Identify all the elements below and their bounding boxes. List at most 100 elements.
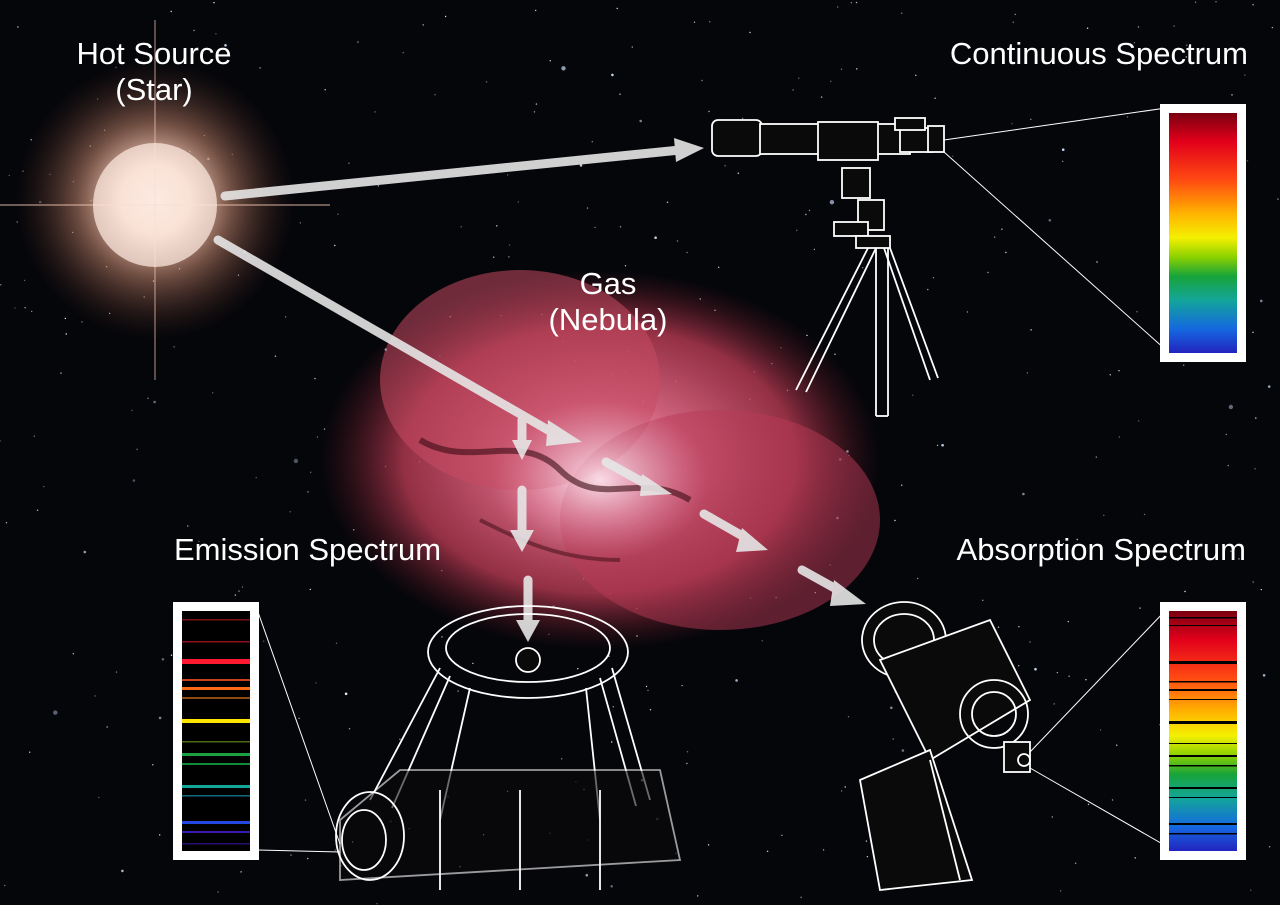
background-star [693, 21, 696, 23]
background-star [0, 440, 1, 442]
background-star [1030, 118, 1032, 121]
background-star [1001, 228, 1003, 230]
background-star [707, 844, 710, 846]
background-star [307, 491, 309, 493]
background-star [808, 209, 811, 212]
background-star [847, 716, 850, 718]
background-star [941, 443, 944, 447]
background-star [676, 240, 679, 242]
background-star [496, 225, 498, 227]
background-star [1252, 581, 1254, 583]
background-star [158, 716, 162, 720]
background-star [561, 758, 563, 760]
background-star [936, 444, 939, 447]
background-star [866, 856, 869, 858]
background-star [724, 165, 726, 167]
background-star [686, 251, 688, 254]
background-star [856, 68, 858, 70]
background-star [1136, 311, 1138, 313]
background-star [1134, 857, 1136, 859]
background-star [766, 850, 769, 852]
background-star [198, 540, 200, 543]
background-star [1074, 862, 1077, 864]
background-star [472, 662, 474, 665]
background-star [14, 307, 16, 309]
gas-label: Gas (Nebula) [500, 266, 716, 338]
background-star [1061, 148, 1065, 151]
background-star [43, 485, 45, 488]
background-star [1005, 251, 1007, 254]
background-star [577, 668, 579, 670]
background-star [813, 248, 816, 251]
background-star [315, 682, 317, 684]
background-star [1118, 436, 1121, 438]
background-star [735, 679, 738, 682]
background-star [611, 741, 613, 743]
background-star [686, 762, 688, 765]
background-star [1244, 74, 1246, 76]
background-star [131, 409, 133, 412]
background-star [708, 110, 710, 113]
star-icon [0, 20, 330, 380]
background-star [334, 244, 336, 247]
background-star [798, 77, 800, 79]
continuous-spectrum-panel [1160, 104, 1246, 362]
background-star [701, 79, 703, 82]
background-star [915, 74, 917, 77]
background-star [508, 244, 511, 246]
background-star [60, 372, 62, 374]
background-star [850, 2, 853, 4]
background-star [240, 871, 242, 873]
background-star [681, 684, 683, 687]
background-star [374, 111, 376, 113]
background-star [1011, 123, 1013, 125]
background-star [619, 93, 621, 95]
background-star [1109, 374, 1112, 376]
background-star [585, 873, 589, 877]
background-star [24, 307, 26, 309]
background-star [830, 80, 832, 83]
background-star [36, 509, 39, 511]
background-star [259, 67, 261, 69]
background-star [1252, 3, 1254, 6]
background-star [441, 636, 443, 638]
background-star [293, 458, 299, 464]
background-star [4, 884, 6, 887]
background-star [285, 316, 287, 318]
background-star [1260, 299, 1263, 303]
background-star [1111, 799, 1114, 801]
background-star [1215, 1, 1217, 3]
background-star [402, 52, 404, 54]
background-star [1177, 559, 1179, 562]
background-star [485, 81, 488, 83]
background-star [901, 749, 905, 752]
background-star [666, 201, 669, 203]
background-star [649, 709, 652, 711]
background-star [820, 96, 823, 98]
background-star [844, 786, 846, 788]
background-star [314, 377, 316, 380]
background-star [1225, 433, 1227, 436]
background-star [334, 849, 336, 851]
background-star [304, 799, 307, 801]
background-star [1018, 665, 1020, 667]
background-star [212, 392, 214, 394]
background-star [81, 321, 83, 323]
background-star [796, 229, 798, 231]
background-star [517, 201, 519, 203]
background-star [1143, 513, 1146, 516]
background-star [1138, 420, 1140, 422]
background-star [932, 277, 935, 279]
background-star [217, 891, 219, 893]
background-star [1271, 26, 1274, 29]
background-star [1194, 1, 1197, 3]
background-star [934, 97, 936, 99]
background-star [224, 44, 227, 47]
refractor-telescope-icon [711, 107, 1167, 417]
background-star [1230, 550, 1232, 552]
background-star [1118, 370, 1120, 372]
background-star [376, 903, 378, 905]
background-star [1099, 729, 1102, 731]
background-star [647, 689, 649, 692]
background-star [901, 484, 903, 486]
